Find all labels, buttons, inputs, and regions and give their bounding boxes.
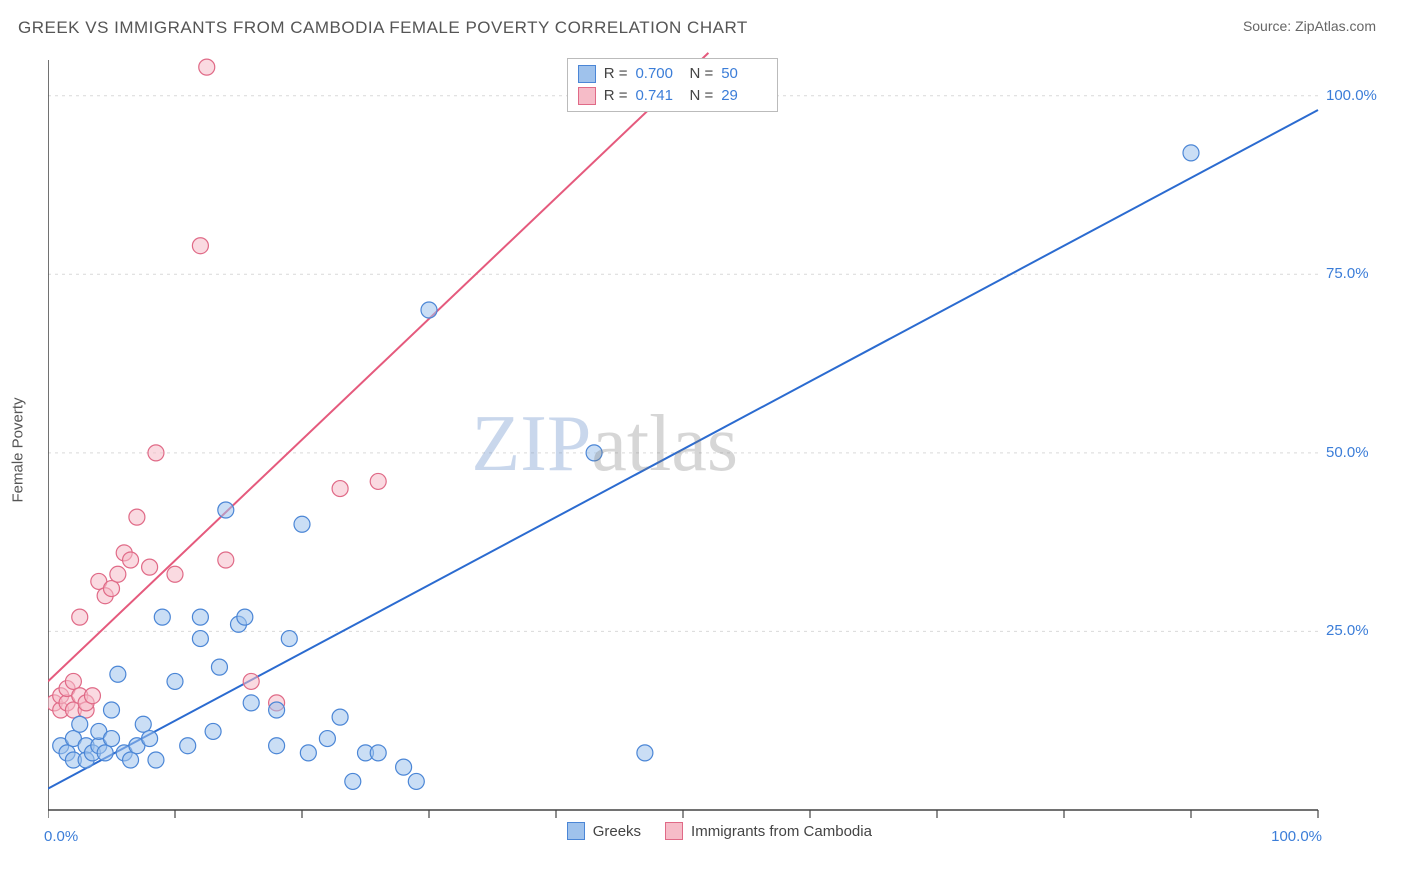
r-label: R = bbox=[604, 85, 628, 107]
y-tick-label-75: 75.0% bbox=[1326, 265, 1369, 282]
swatch-greeks bbox=[578, 65, 596, 83]
legend-item-greeks: Greeks bbox=[567, 822, 641, 840]
r-label: R = bbox=[604, 63, 628, 85]
source-name: ZipAtlas.com bbox=[1295, 18, 1376, 34]
r-value-greeks: 0.700 bbox=[635, 63, 681, 85]
swatch-cambodia bbox=[665, 822, 683, 840]
series-label-greeks: Greeks bbox=[593, 823, 641, 840]
correlation-legend: R = 0.700 N = 50 R = 0.741 N = 29 bbox=[567, 58, 779, 112]
source-label: Source: bbox=[1243, 18, 1295, 34]
scatter-plot bbox=[48, 50, 1378, 850]
y-tick-label-100: 100.0% bbox=[1326, 87, 1377, 104]
x-tick-label-max: 100.0% bbox=[1271, 828, 1322, 845]
source-text: Source: ZipAtlas.com bbox=[1243, 18, 1376, 34]
legend-item-cambodia: Immigrants from Cambodia bbox=[665, 822, 872, 840]
x-tick-label-min: 0.0% bbox=[44, 828, 78, 845]
n-value-cambodia: 29 bbox=[721, 85, 767, 107]
n-label: N = bbox=[689, 63, 713, 85]
legend-row-greeks: R = 0.700 N = 50 bbox=[578, 63, 768, 85]
chart-container: Female Poverty ZIPatlas R = 0.700 N = 50… bbox=[48, 50, 1378, 850]
y-axis-label: Female Poverty bbox=[10, 397, 27, 502]
y-tick-label-50: 50.0% bbox=[1326, 444, 1369, 461]
swatch-cambodia bbox=[578, 87, 596, 105]
swatch-greeks bbox=[567, 822, 585, 840]
series-legend: Greeks Immigrants from Cambodia bbox=[567, 822, 872, 840]
chart-title: GREEK VS IMMIGRANTS FROM CAMBODIA FEMALE… bbox=[18, 18, 748, 38]
series-label-cambodia: Immigrants from Cambodia bbox=[691, 823, 872, 840]
n-value-greeks: 50 bbox=[721, 63, 767, 85]
r-value-cambodia: 0.741 bbox=[635, 85, 681, 107]
n-label: N = bbox=[689, 85, 713, 107]
legend-row-cambodia: R = 0.741 N = 29 bbox=[578, 85, 768, 107]
y-tick-label-25: 25.0% bbox=[1326, 622, 1369, 639]
